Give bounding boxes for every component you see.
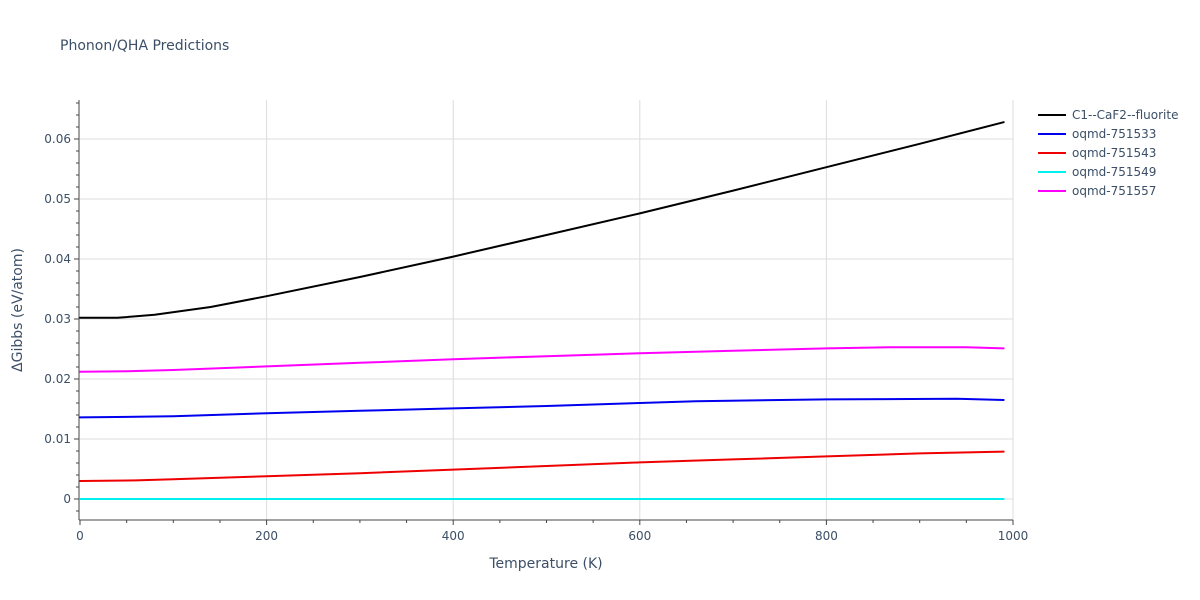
y-axis-title: ΔGibbs (eV/atom) <box>10 248 26 372</box>
y-tick-label: 0.06 <box>44 132 71 146</box>
y-tick-label: 0.05 <box>44 192 71 206</box>
y-tick-label: 0.01 <box>44 432 71 446</box>
x-axis-title: Temperature (K) <box>488 556 602 572</box>
legend-label: oqmd-751549 <box>1072 165 1156 179</box>
legend-item[interactable]: oqmd-751533 <box>1038 127 1156 141</box>
x-tick-label: 1000 <box>998 529 1029 543</box>
legend-label: oqmd-751557 <box>1072 184 1156 198</box>
series-layer <box>79 121 1005 500</box>
y-tick-label: 0.02 <box>44 372 71 386</box>
x-tick-label: 400 <box>442 529 465 543</box>
axes-layer: 0 200 400 600 800 1000 0 0.01 0.02 0.03 0.04 0.05 0.… <box>44 100 1028 543</box>
series-line-oqmd-751543 <box>79 450 1005 482</box>
x-tick-label: 0 <box>76 529 84 543</box>
legend-item[interactable]: C1--CaF2--fluorite <box>1038 108 1178 122</box>
legend-item[interactable]: oqmd-751557 <box>1038 184 1156 198</box>
y-tick-label: 0.04 <box>44 252 71 266</box>
legend: C1--CaF2--fluorite oqmd-751533 oqmd-751543… <box>1038 108 1178 198</box>
y-tick-label: 0.03 <box>44 312 71 326</box>
series-line-oqmd-751557 <box>79 346 1005 373</box>
legend-item[interactable]: oqmd-751543 <box>1038 146 1156 160</box>
x-tick-label: 800 <box>815 529 838 543</box>
grid-layer <box>80 100 1014 520</box>
y-tick-label: 0 <box>63 492 71 506</box>
series-line-c1-caf2-fluorite <box>79 121 1005 319</box>
series-line-oqmd-751533 <box>79 397 1005 419</box>
legend-label: C1--CaF2--fluorite <box>1072 108 1178 122</box>
x-tick-label: 600 <box>628 529 651 543</box>
legend-item[interactable]: oqmd-751549 <box>1038 165 1156 179</box>
legend-label: oqmd-751533 <box>1072 127 1156 141</box>
x-tick-label: 200 <box>255 529 278 543</box>
legend-label: oqmd-751543 <box>1072 146 1156 160</box>
chart-title: Phonon/QHA Predictions <box>60 38 229 54</box>
